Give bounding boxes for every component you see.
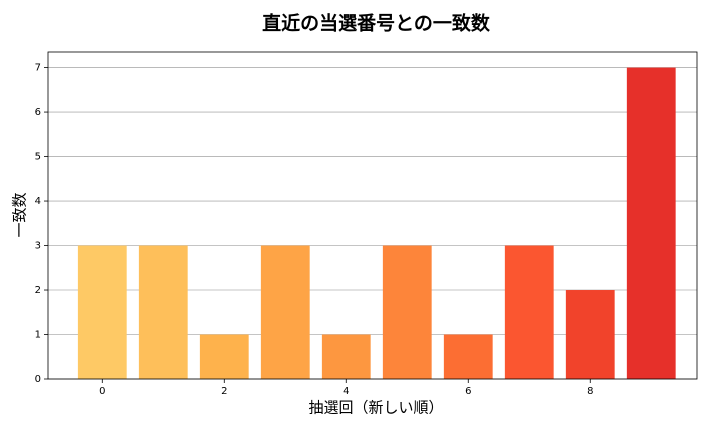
- x-axis-label: 抽選回（新しい順）: [308, 399, 443, 417]
- bar: [443, 334, 493, 379]
- bar: [626, 67, 676, 380]
- y-tick-label: 2: [35, 285, 41, 296]
- y-tick-label: 6: [35, 107, 41, 118]
- bar: [382, 245, 432, 379]
- x-tick-label: 2: [221, 386, 227, 397]
- x-tick-label: 4: [343, 386, 349, 397]
- y-tick-label: 4: [35, 196, 41, 207]
- y-tick-label: 0: [35, 374, 41, 385]
- y-axis-label: 一致数: [11, 192, 29, 237]
- chart-title: 直近の当選番号との一致数: [262, 12, 491, 35]
- bar: [77, 245, 127, 379]
- bar: [504, 245, 554, 379]
- y-tick-label: 7: [35, 63, 41, 74]
- y-tick-label: 3: [35, 241, 41, 252]
- plot-frame: [47, 51, 698, 380]
- bar: [565, 290, 615, 379]
- y-tick-label: 5: [35, 152, 41, 163]
- y-tick-label: 1: [35, 330, 41, 341]
- x-tick-label: 8: [587, 386, 593, 397]
- bar: [260, 245, 310, 379]
- bar: [199, 334, 249, 379]
- bar: [321, 334, 371, 379]
- bar: [138, 245, 188, 379]
- x-tick-label: 6: [465, 386, 471, 397]
- x-tick-label: 0: [99, 386, 105, 397]
